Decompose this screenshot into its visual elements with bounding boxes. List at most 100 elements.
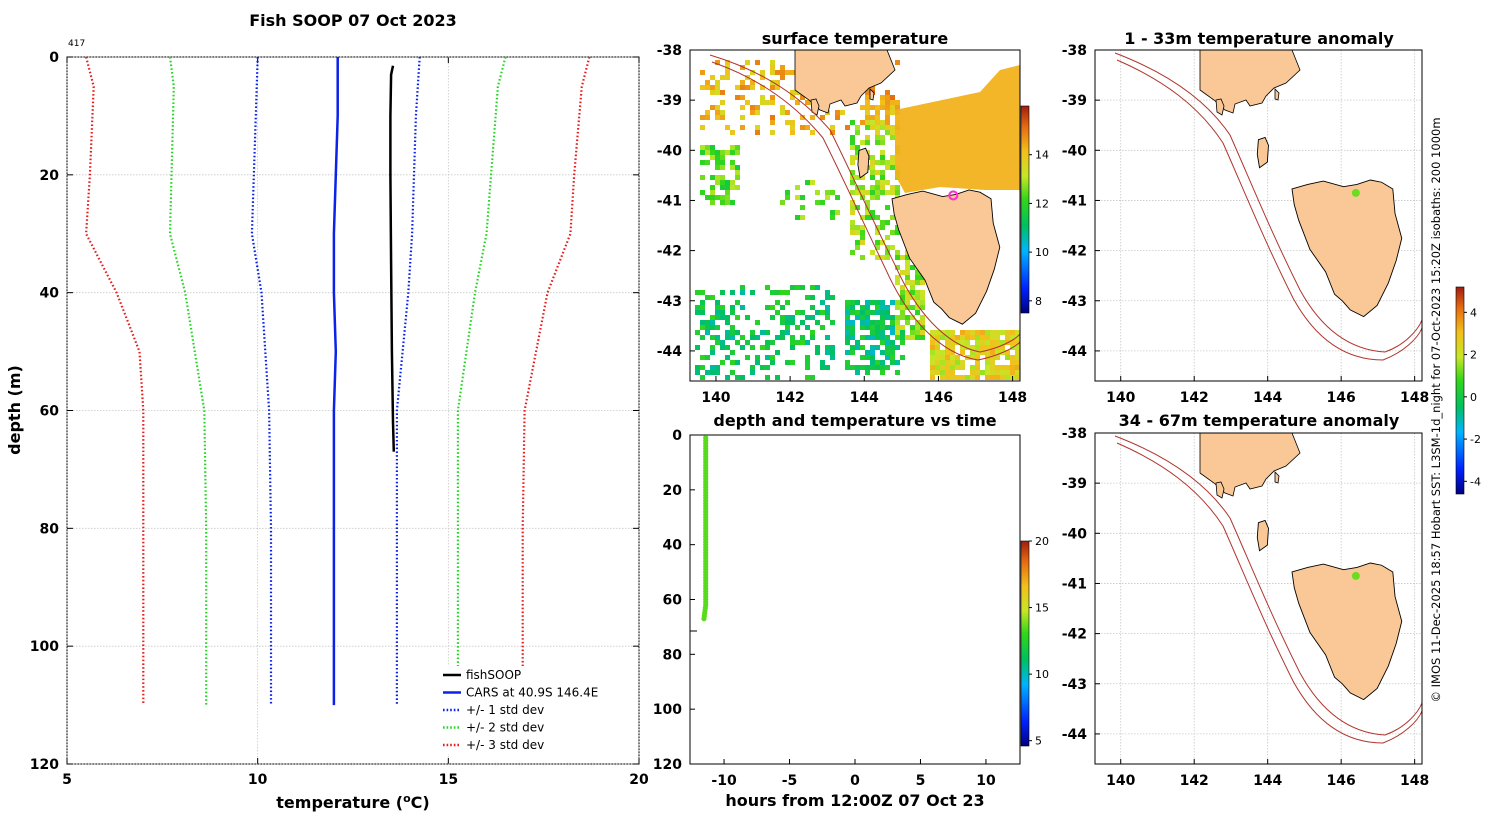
sst-pixel bbox=[945, 365, 950, 370]
sst-pixel bbox=[825, 290, 830, 295]
sst-pixel bbox=[870, 310, 875, 315]
sst-pixel bbox=[780, 65, 785, 70]
sst-pixel bbox=[910, 330, 915, 335]
sst-pixel bbox=[1015, 335, 1020, 340]
sst-pixel bbox=[910, 315, 915, 320]
depth-time-point bbox=[701, 616, 707, 622]
sst-pixel bbox=[855, 225, 860, 230]
sst-pixel bbox=[735, 95, 740, 100]
surface-panel: surface temperature 140 142 144 146 148-38-3… bbox=[657, 29, 1049, 406]
sst-pixel bbox=[845, 315, 850, 320]
sst-pixel bbox=[875, 310, 880, 315]
sst-pixel bbox=[780, 290, 785, 295]
sst-pixel bbox=[730, 165, 735, 170]
sst-pixel bbox=[875, 325, 880, 330]
anomaly-shallow-isobath-200 bbox=[1114, 52, 1422, 353]
sst-pixel bbox=[830, 125, 835, 130]
sst-pixel bbox=[735, 360, 740, 365]
sst-pixel bbox=[735, 145, 740, 150]
sst-pixel bbox=[770, 340, 775, 345]
sst-pixel bbox=[975, 375, 980, 380]
sst-pixel bbox=[905, 275, 910, 280]
map-xtick-label: 140 bbox=[1106, 773, 1135, 789]
sst-pixel bbox=[875, 110, 880, 115]
sst-pixel bbox=[865, 135, 870, 140]
sst-pixel bbox=[700, 160, 705, 165]
sst-pixel bbox=[845, 305, 850, 310]
sst-pixel bbox=[890, 320, 895, 325]
sst-pixel bbox=[1010, 355, 1015, 360]
sst-pixel bbox=[865, 335, 870, 340]
sst-pixel bbox=[850, 120, 855, 125]
sst-pixel bbox=[915, 325, 920, 330]
sst-pixel bbox=[930, 340, 935, 345]
depth-time-colorbar-ticks: 5 10 15 20 bbox=[1029, 535, 1049, 748]
sst-pixel bbox=[945, 335, 950, 340]
sst-pixel bbox=[890, 340, 895, 345]
sst-pixel bbox=[820, 325, 825, 330]
sst-pixel bbox=[740, 290, 745, 295]
sst-pixel bbox=[855, 370, 860, 375]
sst-pixel bbox=[715, 335, 720, 340]
sst-pixel bbox=[990, 330, 995, 335]
sst-pixel bbox=[960, 350, 965, 355]
sst-pixel bbox=[945, 330, 950, 335]
sst-pixel bbox=[860, 315, 865, 320]
sst-pixel bbox=[735, 315, 740, 320]
sst-pixel bbox=[1005, 375, 1010, 380]
sst-pixel bbox=[855, 130, 860, 135]
sst-pixel bbox=[715, 340, 720, 345]
sst-pixel bbox=[895, 185, 900, 190]
sst-pixel bbox=[915, 280, 920, 285]
anomaly-colorbar-label: -4 bbox=[1470, 475, 1481, 488]
sst-pixel bbox=[780, 75, 785, 80]
sst-pixel bbox=[880, 140, 885, 145]
sst-pixel bbox=[760, 95, 765, 100]
profile-legend: fishSOOP CARS at 40.9S 146.4E +/- 1 std de… bbox=[438, 666, 614, 754]
sst-pixel bbox=[770, 305, 775, 310]
sst-pixel bbox=[990, 350, 995, 355]
sst-pixel bbox=[725, 320, 730, 325]
sst-pixel bbox=[910, 325, 915, 330]
sst-pixel bbox=[875, 225, 880, 230]
sst-pixel bbox=[975, 360, 980, 365]
sst-pixel bbox=[920, 315, 925, 320]
sst-pixel bbox=[930, 345, 935, 350]
sst-pixel bbox=[785, 325, 790, 330]
sst-pixel bbox=[855, 205, 860, 210]
sst-pixel bbox=[890, 360, 895, 365]
depth-time-ytick-label: 120 bbox=[653, 757, 682, 773]
sst-pixel bbox=[860, 335, 865, 340]
sst-pixel bbox=[855, 365, 860, 370]
sst-pixel bbox=[765, 285, 770, 290]
sst-pixel bbox=[880, 240, 885, 245]
sst-pixel bbox=[720, 360, 725, 365]
sst-pixel bbox=[810, 305, 815, 310]
sst-pixel bbox=[900, 255, 905, 260]
sst-pixel bbox=[920, 300, 925, 305]
sst-pixel bbox=[985, 365, 990, 370]
sst-pixel bbox=[900, 315, 905, 320]
depth-time-xtick-label: 10 bbox=[976, 773, 996, 789]
profile-legend-box bbox=[438, 666, 614, 754]
sst-pixel bbox=[740, 65, 745, 70]
sst-pixel bbox=[890, 135, 895, 140]
map-ytick-label: -38 bbox=[1062, 426, 1087, 442]
sst-pixel bbox=[805, 375, 810, 380]
sst-pixel bbox=[985, 360, 990, 365]
sst-pixel bbox=[785, 360, 790, 365]
sst-pixel bbox=[730, 330, 735, 335]
sst-pixel bbox=[875, 105, 880, 110]
sst-pixel bbox=[860, 255, 865, 260]
sst-pixel bbox=[1010, 340, 1015, 345]
sst-pixel bbox=[830, 215, 835, 220]
sst-pixel bbox=[970, 375, 975, 380]
sst-pixel bbox=[865, 110, 870, 115]
sst-pixel bbox=[860, 235, 865, 240]
sst-pixel bbox=[785, 195, 790, 200]
profile-panel: Fish SOOP 07 Oct 2023 417 5 10 15 20 0 20 40 60… bbox=[5, 11, 649, 812]
sst-pixel bbox=[790, 90, 795, 95]
sst-pixel bbox=[720, 155, 725, 160]
sst-pixel bbox=[890, 100, 895, 105]
sst-pixel bbox=[990, 360, 995, 365]
